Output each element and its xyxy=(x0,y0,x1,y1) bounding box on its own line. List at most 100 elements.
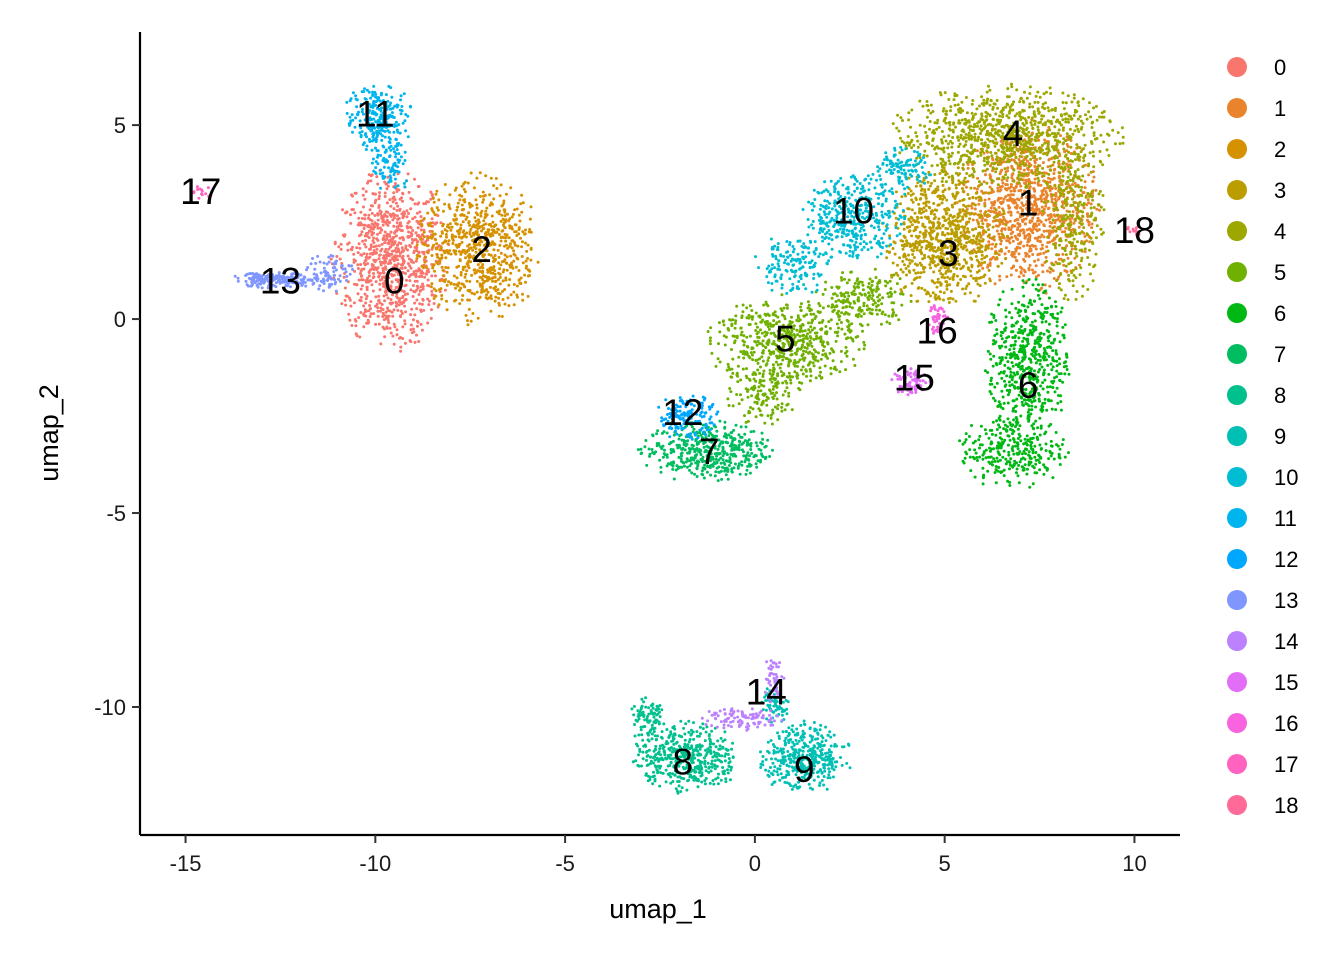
data-point xyxy=(1067,278,1070,281)
data-point xyxy=(362,227,366,230)
data-point xyxy=(968,251,972,255)
data-point xyxy=(1007,249,1011,253)
data-point xyxy=(741,303,745,307)
data-point xyxy=(374,258,378,262)
data-point xyxy=(1024,128,1028,132)
data-point xyxy=(913,245,917,249)
data-point xyxy=(900,195,904,199)
data-point xyxy=(799,324,802,328)
data-point xyxy=(821,306,825,310)
data-point xyxy=(343,298,347,302)
data-point xyxy=(1070,214,1074,218)
data-point xyxy=(778,366,782,370)
data-point xyxy=(386,316,390,320)
data-point xyxy=(1033,177,1037,181)
data-point xyxy=(356,251,360,255)
data-point xyxy=(376,218,380,222)
data-point xyxy=(1091,279,1095,283)
data-point xyxy=(1063,201,1067,205)
data-point xyxy=(392,322,396,326)
data-point xyxy=(1025,195,1029,199)
data-point xyxy=(421,242,425,246)
data-point xyxy=(928,206,932,210)
data-point xyxy=(404,298,408,302)
data-point xyxy=(957,121,961,125)
data-point xyxy=(991,139,995,143)
data-point xyxy=(438,259,442,263)
data-point xyxy=(1055,213,1059,217)
data-point xyxy=(424,265,428,269)
data-point xyxy=(1054,191,1058,195)
data-point xyxy=(463,249,466,253)
data-point xyxy=(986,213,990,217)
data-point xyxy=(526,294,530,298)
data-point xyxy=(1057,175,1061,179)
data-point xyxy=(933,213,936,216)
data-point xyxy=(1005,103,1009,106)
data-point xyxy=(1072,221,1076,225)
data-point xyxy=(389,298,393,301)
data-point xyxy=(521,292,524,296)
data-point xyxy=(384,256,388,260)
data-point xyxy=(924,229,928,233)
data-point xyxy=(923,124,927,128)
data-point xyxy=(379,210,383,214)
data-point xyxy=(742,356,746,360)
data-point xyxy=(503,253,507,257)
data-point xyxy=(1049,119,1053,123)
data-point xyxy=(800,353,804,357)
data-point xyxy=(1053,184,1057,188)
data-point xyxy=(791,375,795,379)
data-point xyxy=(931,291,935,295)
data-point xyxy=(1033,259,1037,263)
data-point xyxy=(754,329,758,332)
data-point xyxy=(453,213,457,217)
data-point xyxy=(1038,120,1042,124)
data-point xyxy=(473,216,477,220)
data-point xyxy=(1007,160,1011,164)
data-point xyxy=(969,137,973,141)
data-point xyxy=(994,137,998,141)
data-point xyxy=(1062,192,1066,196)
data-point xyxy=(503,208,507,212)
data-point xyxy=(1074,232,1078,236)
data-point xyxy=(919,211,923,215)
data-point xyxy=(376,182,380,186)
data-point xyxy=(437,244,441,248)
data-point xyxy=(1044,218,1048,222)
data-point xyxy=(957,145,961,149)
data-point xyxy=(911,192,915,196)
data-point xyxy=(386,254,390,258)
data-point xyxy=(1069,189,1073,193)
data-point xyxy=(422,202,426,206)
data-point xyxy=(1050,186,1054,190)
data-point xyxy=(360,230,364,234)
data-point xyxy=(974,191,978,195)
data-point xyxy=(1003,252,1007,256)
data-point xyxy=(932,229,936,233)
data-point xyxy=(366,224,370,228)
data-point xyxy=(1099,205,1103,209)
data-point xyxy=(508,217,512,221)
data-point xyxy=(997,232,1001,236)
data-point xyxy=(980,261,984,265)
data-point xyxy=(1074,158,1077,162)
data-point xyxy=(1027,162,1031,165)
data-point xyxy=(816,359,820,363)
data-point xyxy=(462,187,466,191)
data-point xyxy=(936,163,939,167)
data-point xyxy=(944,226,948,230)
data-point xyxy=(1009,189,1013,193)
data-point xyxy=(1073,170,1077,174)
data-point xyxy=(996,186,1000,190)
data-point xyxy=(416,240,420,244)
data-point xyxy=(971,99,975,102)
data-point xyxy=(863,343,867,347)
data-point xyxy=(364,297,368,301)
data-point xyxy=(370,267,374,271)
data-point xyxy=(938,91,942,95)
data-point xyxy=(925,100,929,103)
data-point xyxy=(970,206,974,210)
data-point xyxy=(398,236,402,240)
data-point xyxy=(481,190,485,194)
